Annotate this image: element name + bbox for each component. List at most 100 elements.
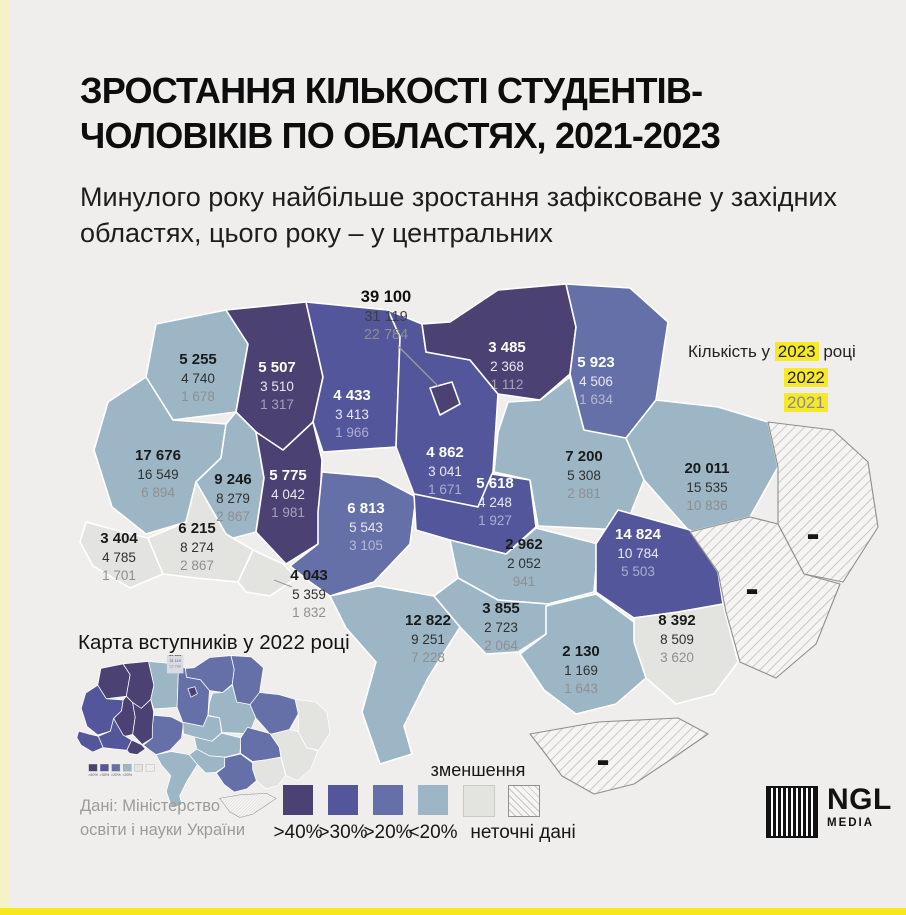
inset-map-title: Карта вступників у 2022 році bbox=[78, 631, 350, 654]
year-2023-highlight: 2023 bbox=[774, 342, 819, 361]
legend-col-gt30: >30% bbox=[318, 785, 368, 843]
region-values: 1 671 bbox=[428, 482, 462, 497]
region-values: 3 485 bbox=[488, 339, 526, 356]
map-region-chernivtsi bbox=[126, 739, 146, 756]
legend-col-nodata: неточні дані bbox=[470, 785, 576, 843]
legend-swatch-decrease bbox=[463, 785, 495, 817]
data-source: Дані: Міністерство освіти і науки Україн… bbox=[80, 795, 245, 843]
map-region-khmelnytskyi bbox=[132, 699, 154, 745]
logo-text: NGL MEDIA bbox=[827, 783, 892, 829]
region-values: 31 119 bbox=[170, 659, 181, 663]
region-values: 10 836 bbox=[686, 498, 727, 513]
region-values: 1 112 bbox=[491, 377, 524, 392]
region-values: 2 368 bbox=[490, 359, 524, 374]
no-data-marker: - bbox=[806, 512, 819, 556]
map-region-kharkiv bbox=[249, 692, 299, 735]
legend-label-nodata: неточні дані bbox=[470, 822, 576, 843]
region-values: 9 246 bbox=[214, 471, 252, 488]
map-region-zakarpattia bbox=[76, 730, 104, 753]
map-region-kyiv_city bbox=[429, 381, 461, 416]
legend-label-lt20: <20% bbox=[408, 822, 458, 843]
region-values: 20 011 bbox=[684, 460, 729, 477]
region-values: 22 784 bbox=[169, 665, 181, 669]
map-region-luhansk bbox=[767, 421, 879, 583]
inset-callout-box bbox=[166, 655, 184, 674]
legend-col-lt20: <20% bbox=[408, 785, 458, 843]
year-legend-suffix: році bbox=[823, 342, 856, 361]
region-values: 6 813 bbox=[347, 500, 385, 517]
region-values: 22 784 bbox=[364, 327, 408, 343]
no-data-marker: - bbox=[596, 738, 609, 782]
region-values: 15 535 bbox=[686, 480, 727, 495]
map-region-kherson bbox=[216, 753, 257, 793]
region-values: 5 255 bbox=[179, 351, 217, 368]
region-values: 17 676 bbox=[135, 447, 181, 464]
inset-legend-label: >40% bbox=[88, 773, 98, 777]
map-region-luhansk bbox=[294, 699, 331, 751]
source-line-1: Дані: Міністерство bbox=[80, 797, 221, 815]
region-values: 5 503 bbox=[621, 564, 655, 579]
region-values: 1 643 bbox=[564, 681, 598, 696]
map-region-crimea bbox=[529, 717, 709, 795]
region-values: 9 251 bbox=[411, 632, 445, 647]
region-values: 2 962 bbox=[505, 536, 543, 553]
barcode-logo-icon bbox=[766, 786, 818, 838]
region-values: 1 634 bbox=[579, 392, 613, 407]
map-region-mykolaiv bbox=[433, 577, 549, 655]
region-values: 39 100 bbox=[361, 288, 411, 306]
legend-col-decrease: зменшення bbox=[431, 760, 525, 817]
region-values: 8 392 bbox=[658, 612, 696, 629]
region-values: 4 248 bbox=[478, 495, 512, 510]
region-values: 4 785 bbox=[102, 550, 136, 565]
map-region-odesa bbox=[155, 751, 198, 809]
region-values: 2 881 bbox=[567, 486, 601, 501]
map-region-chernivtsi bbox=[237, 549, 297, 597]
inset-map-2022: 39 100 31 119 22 784 >40%>30%>20%<20% bbox=[76, 655, 331, 818]
map-region-crimea bbox=[219, 793, 277, 818]
region-values: 5 359 bbox=[292, 587, 326, 602]
region-values: 4 862 bbox=[426, 444, 464, 461]
legend-swatch-gt30 bbox=[328, 785, 358, 815]
region-values: 4 043 bbox=[290, 567, 328, 584]
legend-col-gt20: >20% bbox=[363, 785, 413, 843]
title-line-2: ЧОЛОВІКІВ ПО ОБЛАСТЯХ, 2021-2023 bbox=[80, 115, 721, 156]
year-legend-prefix: Кількість у bbox=[688, 342, 771, 361]
region-values: 1 832 bbox=[292, 605, 326, 620]
region-values: 3 404 bbox=[100, 530, 138, 547]
map-region-mykolaiv bbox=[188, 748, 226, 774]
year-2022-row: 2022 bbox=[784, 366, 856, 391]
region-values: 5 618 bbox=[476, 475, 514, 492]
growth-map-2021-2023: 5 255 4 740 1 678 5 507 3 510 1 317 4 433 3 413… bbox=[79, 283, 879, 795]
logo-sub: MEDIA bbox=[827, 816, 875, 829]
title-line-1: ЗРОСТАННЯ КІЛЬКОСТІ СТУДЕНТІВ- bbox=[80, 70, 703, 111]
region-values: 2 867 bbox=[216, 509, 250, 524]
legend-swatch-gt40 bbox=[283, 785, 313, 815]
legend-label-gt30: >30% bbox=[318, 822, 368, 843]
region-values: 2 130 bbox=[562, 643, 600, 660]
legend-label-decrease: зменшення bbox=[430, 760, 526, 780]
region-values: 2 867 bbox=[180, 558, 214, 573]
inset-legend-swatch bbox=[122, 763, 132, 772]
legend-label-gt40: >40% bbox=[273, 822, 323, 843]
region-values: 5 923 bbox=[577, 354, 615, 371]
region-values: 2 052 bbox=[507, 556, 541, 571]
region-values: 2 064 bbox=[484, 638, 518, 653]
region-values: 5 775 bbox=[269, 467, 307, 484]
region-values: 8 509 bbox=[660, 632, 694, 647]
bottom-accent-strip bbox=[0, 908, 906, 915]
region-values: 4 740 bbox=[181, 371, 215, 386]
logo-name: NGL bbox=[827, 783, 892, 816]
year-legend-line: Кількість у 2023 році bbox=[688, 340, 856, 365]
legend-swatch-gt20 bbox=[373, 785, 403, 815]
kyiv-callout-line bbox=[397, 345, 439, 387]
ngl-media-logo: NGL MEDIA bbox=[766, 783, 892, 838]
region-values: 4 433 bbox=[333, 387, 371, 404]
source-line-2: освіти і науки України bbox=[80, 820, 246, 839]
map-legend: >40% >30% >20% <20% зменшення неточні да… bbox=[273, 760, 576, 843]
inset-legend-label: >20% bbox=[111, 773, 121, 777]
region-values: 5 543 bbox=[349, 520, 383, 535]
year-legend: Кількість у 2023 році 2022 2021 bbox=[688, 340, 856, 416]
inset-legend-label: >30% bbox=[99, 773, 109, 777]
region-values: 14 824 bbox=[615, 526, 662, 543]
